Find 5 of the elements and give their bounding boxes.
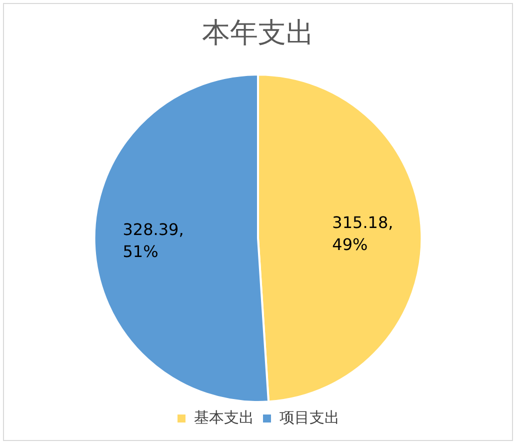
legend-label: 基本支出 <box>194 408 254 426</box>
legend-label: 项目支出 <box>280 408 340 426</box>
data-label: 328.39, 51% <box>122 220 184 261</box>
data-label: 315.18, 49% <box>332 213 394 254</box>
chart-title: 本年支出 <box>202 16 314 50</box>
